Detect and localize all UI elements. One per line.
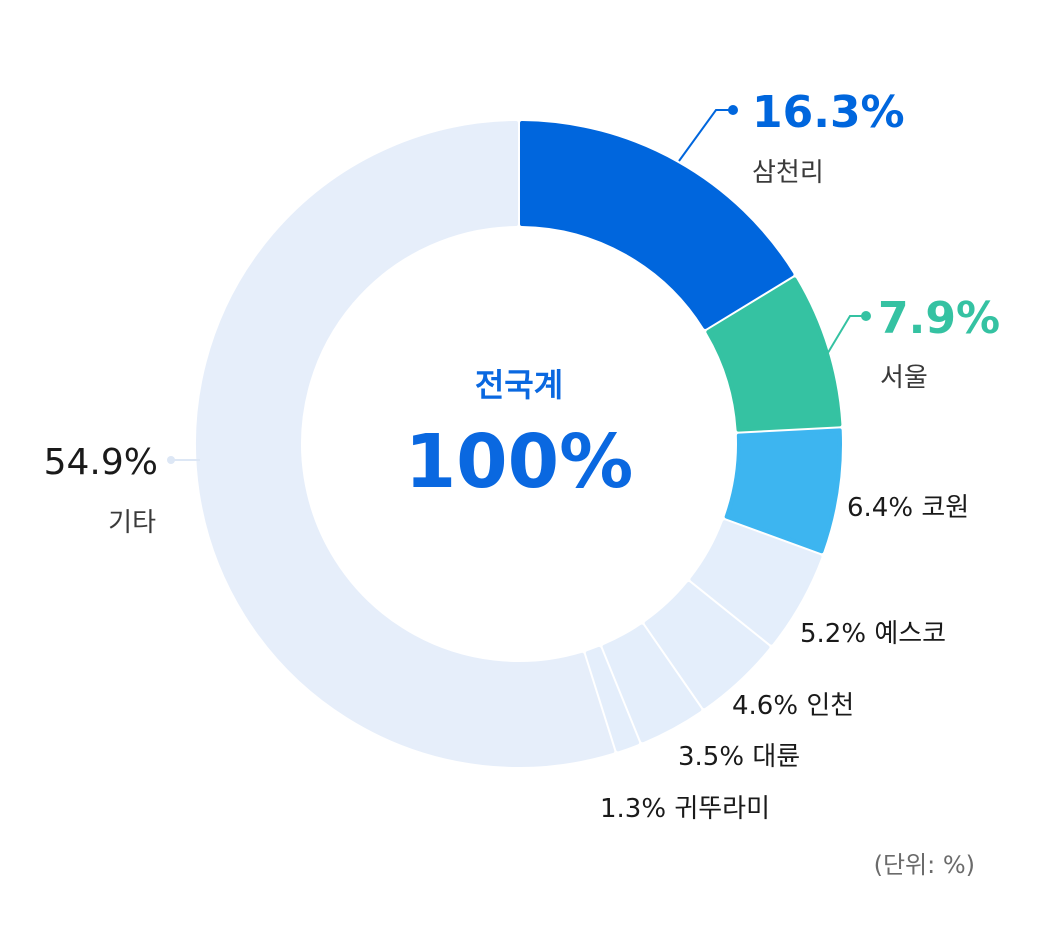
leader-line-1 [825,315,866,357]
donut-slice-5 [602,624,702,743]
data-label-4: 4.6% 인천 [732,691,854,721]
series-name-0: 삼천리 [752,158,824,188]
data-label-1: 7.9% [878,293,1000,344]
leader-dot-7 [167,456,175,464]
data-label-5: 3.5% 대륜 [678,742,800,772]
data-label-7: 54.9% [44,442,158,483]
center-title: 전국계 [475,366,563,404]
center-value: 100% [405,419,634,505]
donut-slice-6 [585,646,640,752]
data-label-0: 16.3% [752,87,905,138]
data-label-6: 1.3% 귀뚜라미 [600,794,770,824]
donut-slice-1 [706,277,842,432]
donut-slice-4 [644,582,770,709]
donut-slice-7 [196,121,615,767]
leader-line-0 [678,109,733,162]
series-name-1: 서울 [880,363,928,393]
series-name-7: 기타 [108,508,156,538]
donut-slice-3 [690,520,822,645]
leader-dot-1 [861,311,871,321]
donut-slice-0 [520,121,794,329]
data-label-2: 6.4% 코원 [847,493,969,523]
unit-note: (단위: %) [874,851,975,879]
leader-dot-0 [728,105,738,115]
donut-slice-2 [724,428,842,554]
data-label-3: 5.2% 예스코 [800,619,946,649]
